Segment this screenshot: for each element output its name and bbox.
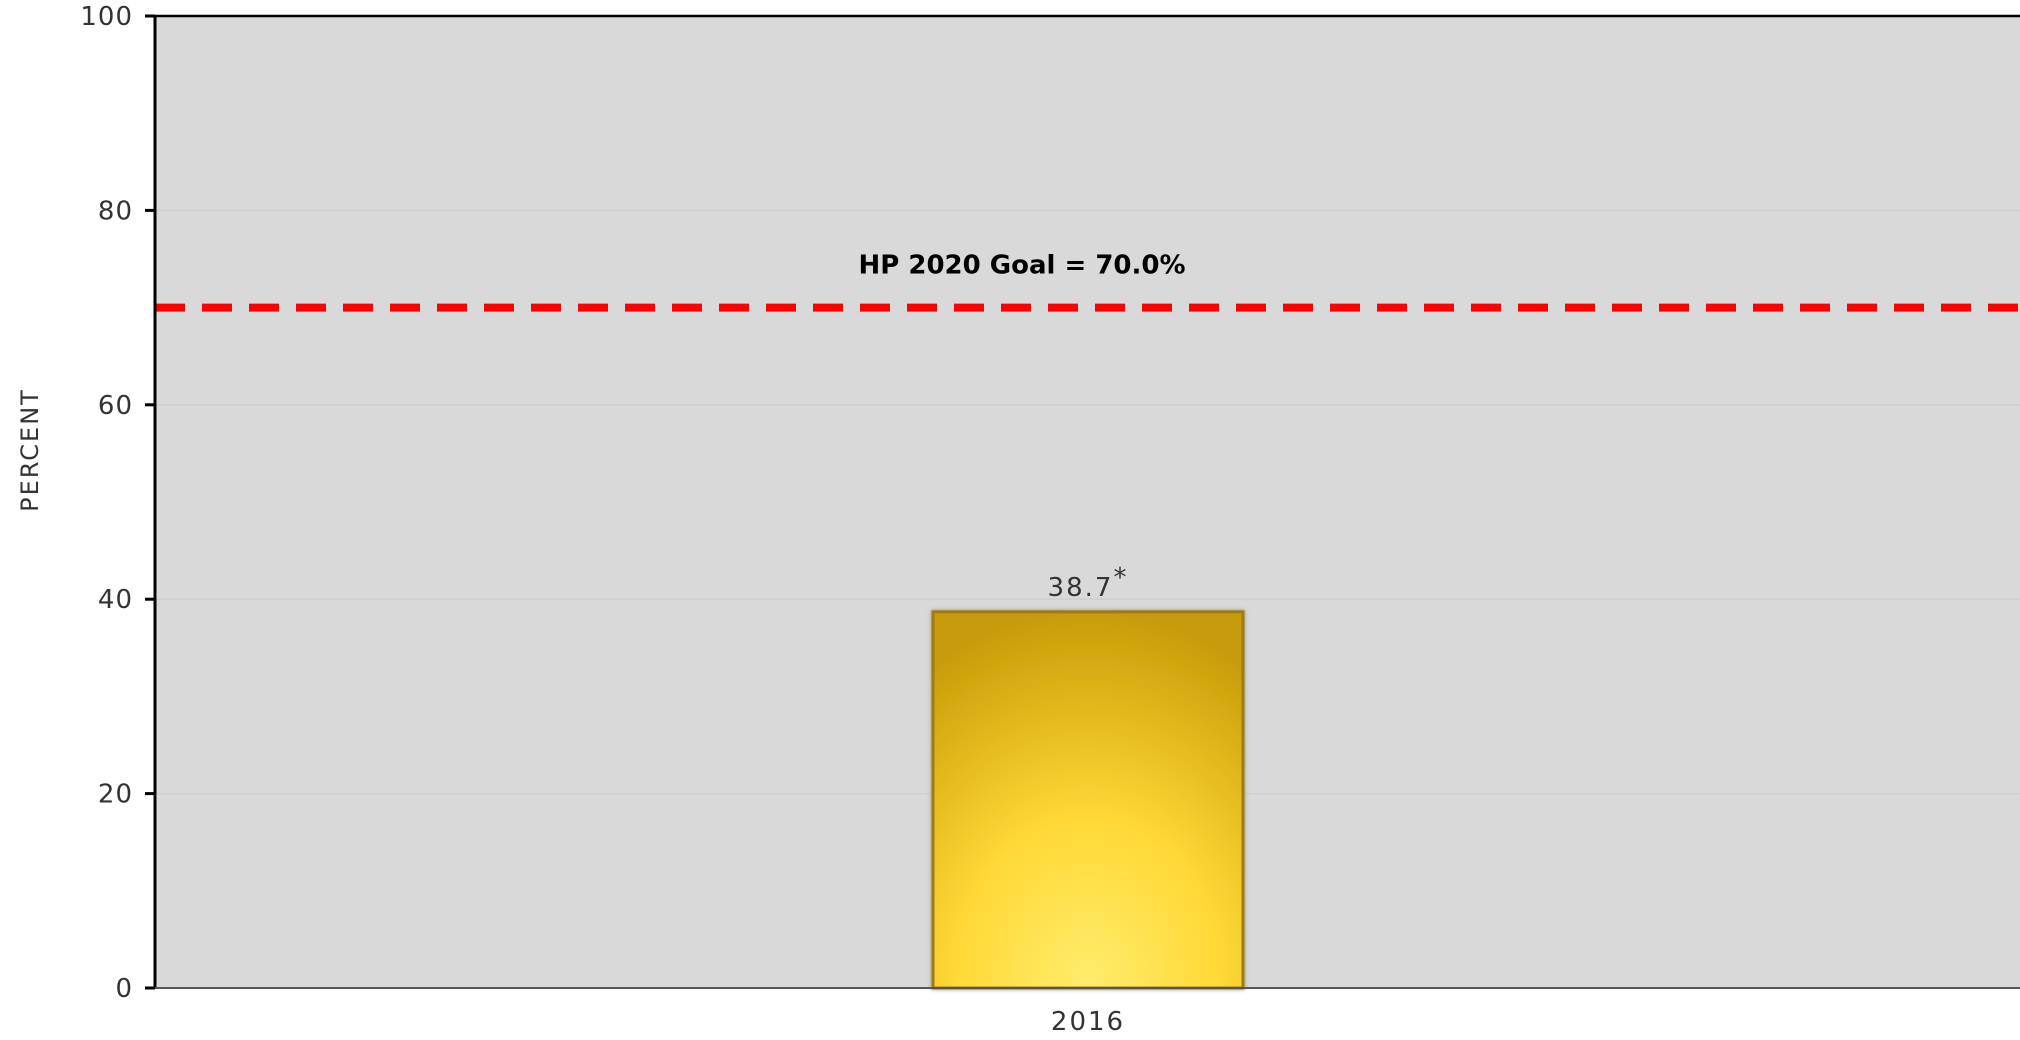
x-tick-label: 2016	[1051, 1007, 1125, 1036]
axes	[145, 14, 2020, 990]
y-tick-label: 20	[98, 780, 133, 810]
y-tick-label: 60	[98, 391, 133, 421]
y-tick-label: 40	[98, 585, 133, 615]
bars	[931, 610, 1245, 990]
bar-2016	[931, 610, 1245, 990]
data-label-marker: *	[1113, 563, 1128, 593]
goal-label: HP 2020 Goal = 70.0%	[858, 251, 1185, 281]
gridlines	[155, 209, 2020, 795]
y-tick-label: 0	[115, 974, 133, 1004]
reference-line-group: HP 2020 Goal = 70.0%	[155, 251, 2020, 312]
y-tick-label: 100	[80, 2, 133, 32]
y-tick-label: 80	[98, 196, 133, 226]
y-axis-title: PERCENT	[16, 388, 44, 512]
